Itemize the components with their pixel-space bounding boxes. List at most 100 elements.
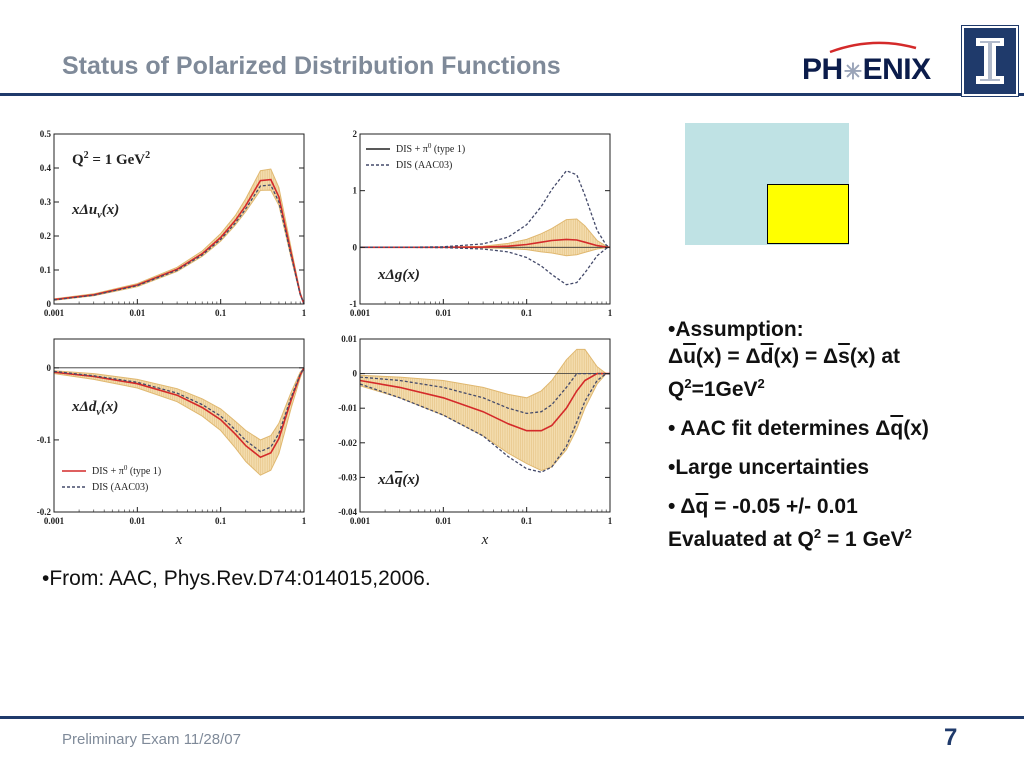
university-block-i-logo: [962, 26, 1018, 96]
bullet-assumption-title: •Assumption:: [668, 318, 804, 341]
slide-title: Status of Polarized Distribution Functio…: [62, 52, 561, 80]
bullet-qbar-sup2: 2: [904, 526, 912, 541]
bullet-qbar-value: • Δq = -0.05 +/- 0.01 Evaluated at Q 2 = …: [668, 493, 1008, 553]
bullet-uncertainties: •Large uncertainties: [668, 454, 1008, 481]
logo-text-right: ENIX: [862, 53, 932, 86]
chart-svg-xdd: 0.001 0.01 0.1 1 -0.2 -0.1 0 x xΔdv(x) DIS + π0 (…: [37, 338, 307, 548]
eq-part: (x) = Δ: [773, 345, 839, 368]
series-line-1: [53, 367, 305, 453]
header-rule: [0, 93, 1024, 96]
y-tick-label: 0.4: [40, 163, 52, 173]
y-tick-label: 0: [353, 369, 358, 379]
uncertainty-band: [53, 168, 305, 305]
series-line-0: [53, 367, 305, 459]
footer-text: Preliminary Exam 11/28/07: [62, 731, 241, 748]
logo-wordmark: PH✳ENIX: [802, 53, 931, 87]
x-tick-label: 1: [302, 516, 307, 526]
eq-q-sup2: 2: [757, 376, 765, 391]
eq-part: Δ: [668, 345, 684, 368]
x-tick-label: 0.001: [350, 516, 371, 526]
bullet-qbar-q: q: [695, 495, 709, 518]
block-i-icon: [976, 38, 1004, 84]
y-tick-label: 1: [353, 186, 358, 196]
x-tick-label: 0.01: [129, 308, 145, 318]
y-tick-label: 0.2: [40, 231, 52, 241]
x-tick-label: 0.01: [435, 308, 451, 318]
plot-frame: [53, 338, 305, 513]
legend-label: DIS (AAC03): [396, 160, 452, 171]
y-tick-label: 0: [47, 299, 52, 309]
uncertainty-band: [53, 367, 305, 476]
bullet-qbar-val: = -0.05 +/- 0.01: [708, 495, 858, 518]
y-tick-label: -0.04: [338, 507, 357, 517]
logo-swoosh-icon: [829, 41, 917, 54]
chart-svg-xdg: 0.001 0.01 0.1 1 -1 0 1 2 xΔg(x) DIS + π0 (type 1…: [350, 129, 613, 318]
y-tick-label: -0.03: [338, 472, 357, 482]
eq-part: (x) at: [849, 345, 901, 368]
q2-label: Q2 = 1 GeV2: [72, 150, 150, 168]
panel-label: xΔq(x): [377, 472, 420, 488]
chart-xdu: 0.001 0.01 0.1 1 0 0.1 0.2 0.3 0.4 0.5 xΔuv(x) Q2 =…: [24, 124, 324, 329]
uncertainty-band: [360, 218, 611, 257]
bullet-aac-fit: • AAC fit determines Δq(x): [668, 415, 1008, 442]
y-tick-label: -0.1: [37, 435, 52, 445]
x-tick-label: 0.1: [521, 308, 533, 318]
series-line-2: [359, 372, 610, 473]
series-line-1: [359, 372, 610, 415]
series-line-0: [53, 178, 305, 305]
legend-label: DIS (AAC03): [92, 482, 148, 493]
series-line-0: [359, 372, 610, 432]
y-tick-label: 0.3: [40, 197, 52, 207]
bullet-qbar-gev: = 1 GeV: [821, 528, 905, 551]
x-tick-label: 1: [608, 308, 613, 318]
yellow-box: [767, 184, 849, 244]
star-icon: ✳: [843, 59, 862, 84]
x-axis-label: x: [481, 532, 489, 548]
chart-xdqbar: 0.001 0.01 0.1 1 -0.04 -0.03 -0.02 -0.01 0 0.01 x x…: [330, 329, 630, 554]
bullet-aac-fit-qbar: q: [890, 417, 904, 440]
y-tick-label: 2: [353, 129, 358, 139]
source-note: •From: AAC, Phys.Rev.D74:014015,2006.: [42, 567, 431, 590]
bullet-aac-fit-tail: (x): [903, 417, 929, 440]
x-tick-label: 0.1: [215, 516, 227, 526]
series-line-0: [360, 238, 611, 249]
plot-frame: [53, 133, 305, 305]
y-tick-label: 0: [47, 363, 52, 373]
x-tick-label: 1: [608, 516, 613, 526]
bullet-list: •Assumption: Δu(x) = Δd(x) = Δs(x) at Q2…: [668, 316, 1008, 565]
x-tick-label: 0.1: [521, 516, 533, 526]
bullet-qbar-text: • Δ: [668, 495, 696, 518]
page-number: 7: [944, 724, 958, 751]
y-tick-label: 0.1: [40, 265, 52, 275]
plot-frame: [359, 133, 611, 305]
chart-xdd: 0.001 0.01 0.1 1 -0.2 -0.1 0 x xΔdv(x) DIS + π0 (…: [24, 329, 324, 554]
chart-svg-xdqbar: 0.001 0.01 0.1 1 -0.04 -0.03 -0.02 -0.01 0 0.01 x x…: [338, 334, 613, 548]
x-tick-label: 0.01: [435, 516, 451, 526]
eq-q-sup: 2: [684, 376, 692, 391]
bullet-assumption: •Assumption: Δu(x) = Δd(x) = Δs(x) at Q2…: [668, 316, 1008, 403]
eq-part: (x) = Δ: [695, 345, 761, 368]
legend-label: DIS + π0 (type 1): [396, 142, 465, 155]
legend-label: DIS + π0 (type 1): [92, 464, 161, 477]
chart-xdg: 0.001 0.01 0.1 1 -1 0 1 2 xΔg(x) DIS + π0 (type 1…: [330, 124, 630, 329]
y-tick-label: 0.01: [341, 334, 357, 344]
logo-text-left: PH: [802, 53, 843, 86]
bullet-uncertainties-text: •Large uncertainties: [668, 456, 870, 479]
x-tick-label: 0.001: [44, 308, 65, 318]
eq-sbar: s: [838, 345, 850, 368]
panel-label: xΔg(x): [377, 267, 420, 283]
y-tick-label: -0.2: [37, 507, 52, 517]
x-tick-label: 0.1: [215, 308, 227, 318]
bullet-aac-fit-text: • AAC fit determines Δ: [668, 417, 891, 440]
x-tick-label: 0.001: [350, 308, 371, 318]
eq-q: Q: [668, 378, 685, 401]
x-tick-label: 0.001: [44, 516, 65, 526]
x-axis-label: x: [175, 532, 183, 548]
bullet-qbar-eval: Evaluated at Q: [668, 528, 814, 551]
series-line-2: [360, 246, 611, 286]
x-tick-label: 0.01: [129, 516, 145, 526]
panel-label: xΔuv(x): [71, 202, 119, 221]
x-tick-label: 1: [302, 308, 307, 318]
eq-q-rest: =1GeV: [691, 378, 758, 401]
footer-rule: [0, 716, 1024, 719]
